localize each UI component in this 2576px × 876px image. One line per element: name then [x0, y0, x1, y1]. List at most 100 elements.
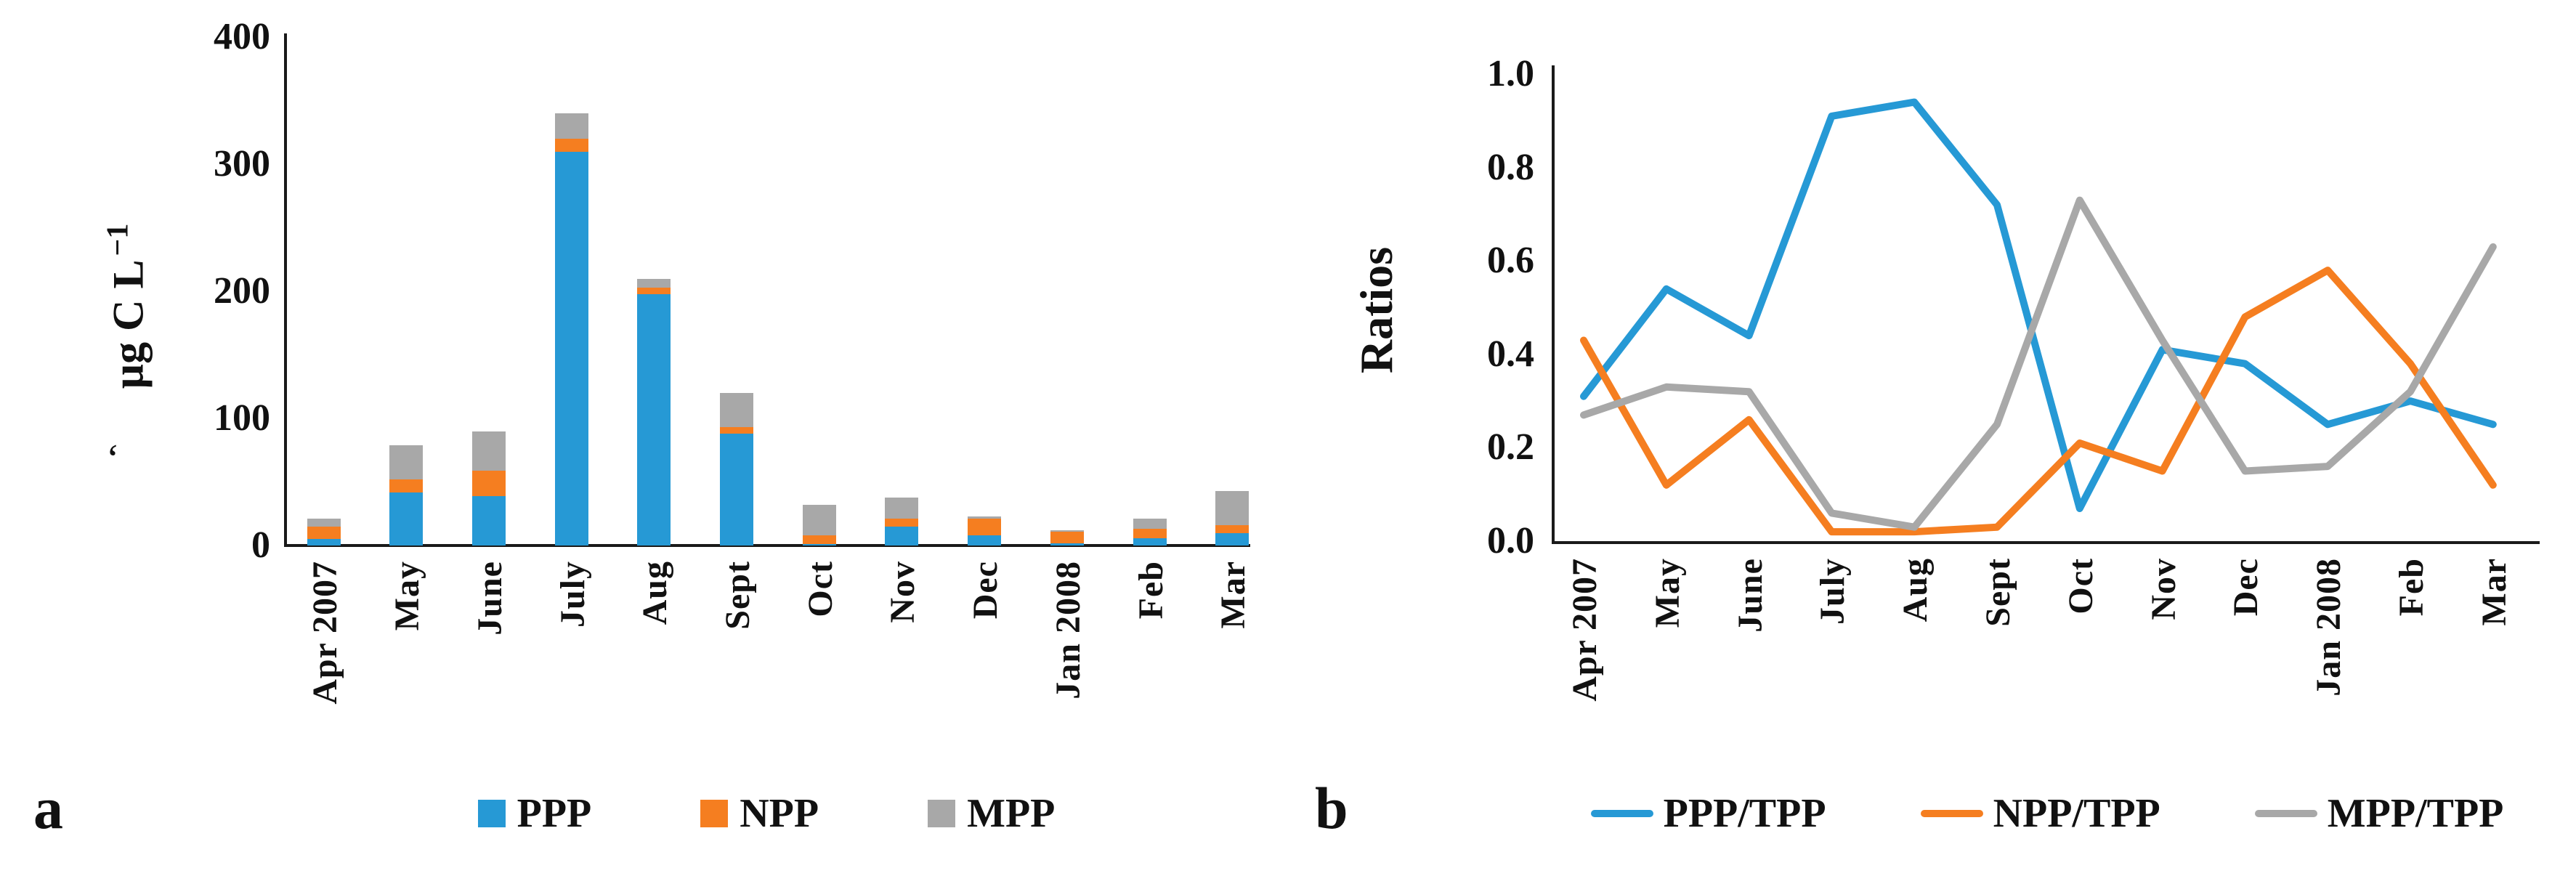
bar-June: [471, 431, 506, 546]
legend-item-PPP-TPP: PPP/TPP: [1590, 790, 1826, 837]
x-tick-label-a: Sept: [718, 561, 757, 630]
y-axis-title-a: µg C L −1: [101, 139, 154, 474]
bar-Feb: [1133, 519, 1167, 546]
x-tick-label-b: Mar: [2474, 558, 2514, 626]
x-tick-label-b: Nov: [2144, 558, 2183, 620]
panel-label-b: b: [1315, 775, 1348, 841]
bar-segment-PPP: [637, 293, 671, 546]
bar-Oct: [802, 505, 836, 546]
x-tick-label-b: July: [1813, 558, 1852, 625]
panel-label-a: a: [33, 775, 63, 841]
legend-swatch-PPP: [477, 800, 506, 827]
bar-segment-PPP: [802, 544, 836, 546]
bar-July: [554, 113, 588, 546]
x-axis-line-a: [284, 544, 1250, 547]
x-tick-label-a: Mar: [1214, 561, 1253, 629]
bar-segment-NPP: [1050, 531, 1084, 543]
x-tick-label-a: Nov: [883, 561, 923, 623]
bar-segment-MPP: [802, 505, 836, 535]
bar-segment-MPP: [1050, 530, 1084, 532]
bar-Dec: [968, 516, 1002, 546]
legend-label-NPP-TPP: NPP/TPP: [1993, 791, 2160, 836]
bar-segment-NPP: [471, 470, 506, 496]
legend-item-MPP: MPP: [928, 790, 1055, 837]
x-tick-label-b: Sept: [1979, 558, 2017, 627]
y-tick-label-b: 0.8: [1487, 146, 1534, 188]
x-tick-label-a: Oct: [801, 561, 840, 617]
x-tick-label-a: June: [470, 561, 509, 636]
bar-Sept: [720, 393, 753, 546]
bar-segment-NPP: [637, 287, 671, 294]
x-tick-label-a: May: [388, 561, 427, 631]
legend-label-NPP: NPP: [740, 791, 819, 836]
bar-Apr 2007: [307, 519, 341, 546]
y-axis-title-a-sup: −1: [101, 223, 135, 256]
y-tick-label-a: 200: [214, 270, 270, 312]
x-tick-label-a: Feb: [1131, 561, 1170, 620]
legend-b: PPP/TPP NPP/TPP MPP/TPP: [1555, 790, 2540, 837]
legend-item-PPP: PPP: [477, 790, 592, 837]
y-tick-label-b: 0.0: [1487, 520, 1534, 561]
bar-segment-NPP: [885, 519, 919, 527]
x-tick-label-b: Aug: [1896, 558, 1935, 622]
bar-segment-NPP: [1133, 529, 1167, 538]
legend-line-swatch-NPP-TPP: [1920, 810, 1983, 817]
line-MPP-TPP: [1580, 196, 2497, 531]
legend-item-NPP-TPP: NPP/TPP: [1920, 790, 2160, 837]
y-axis-line-b: [1552, 65, 1555, 544]
y-tick-label-a: 100: [214, 397, 270, 439]
bar-segment-MPP: [1215, 490, 1249, 525]
bar-segment-PPP: [885, 526, 919, 546]
legend-label-PPP: PPP: [517, 791, 592, 836]
legend-swatch-MPP: [928, 800, 956, 827]
legend-item-MPP-TPP: MPP/TPP: [2254, 790, 2504, 837]
y-tick-label-a: 300: [214, 143, 270, 184]
y-tick-label-b: 0.6: [1487, 240, 1534, 282]
bar-segment-MPP: [720, 393, 753, 428]
x-tick-label-a: Dec: [966, 561, 1005, 620]
y-tick-label-b: 1.0: [1487, 53, 1534, 94]
bar-segment-NPP: [802, 535, 836, 545]
bar-segment-PPP: [554, 151, 588, 546]
x-tick-label-b: Feb: [2392, 558, 2431, 617]
legend-label-MPP-TPP: MPP/TPP: [2327, 791, 2504, 836]
legend-swatch-NPP: [700, 800, 729, 827]
bar-segment-MPP: [968, 516, 1002, 519]
stray-mark: ‘: [106, 437, 120, 482]
y-tick-label-a: 400: [214, 16, 270, 57]
x-tick-label-b: Jan 2008: [2309, 558, 2349, 697]
x-tick-label-a: Aug: [636, 561, 675, 625]
line-plot-b: [1580, 98, 2497, 536]
x-tick-label-a: Apr 2007: [305, 561, 344, 705]
bar-segment-PPP: [1050, 543, 1084, 546]
bar-segment-NPP: [389, 479, 424, 492]
bar-segment-MPP: [1133, 519, 1167, 530]
bar-Jan 2008: [1050, 530, 1084, 546]
x-tick-label-b: June: [1730, 558, 1770, 633]
bar-May: [389, 445, 424, 546]
bar-segment-MPP: [637, 278, 671, 288]
bar-Mar: [1215, 490, 1249, 546]
y-tick-label-b: 0.2: [1487, 426, 1534, 469]
legend-a: PPP NPP MPP: [287, 790, 1246, 837]
x-tick-label-a: July: [553, 561, 592, 628]
x-axis-line-b: [1552, 541, 2540, 544]
bar-segment-MPP: [885, 497, 919, 519]
bar-segment-PPP: [471, 495, 506, 546]
y-axis-title-a-text: µg C L: [104, 259, 153, 389]
bar-segment-MPP: [554, 113, 588, 139]
legend-label-PPP-TPP: PPP/TPP: [1663, 791, 1826, 836]
bar-segment-PPP: [307, 539, 341, 546]
bar-segment-NPP: [720, 427, 753, 434]
bar-segment-NPP: [1215, 525, 1249, 533]
bar-segment-PPP: [720, 434, 753, 546]
x-tick-label-b: Dec: [2227, 558, 2266, 617]
legend-line-swatch-MPP-TPP: [2254, 810, 2317, 817]
bar-Nov: [885, 497, 919, 546]
x-tick-label-b: Apr 2007: [1566, 558, 1604, 702]
bar-segment-MPP: [389, 445, 424, 479]
bar-segment-MPP: [307, 519, 341, 527]
y-tick-label-a: 0: [251, 524, 270, 566]
bar-segment-PPP: [968, 535, 1002, 546]
